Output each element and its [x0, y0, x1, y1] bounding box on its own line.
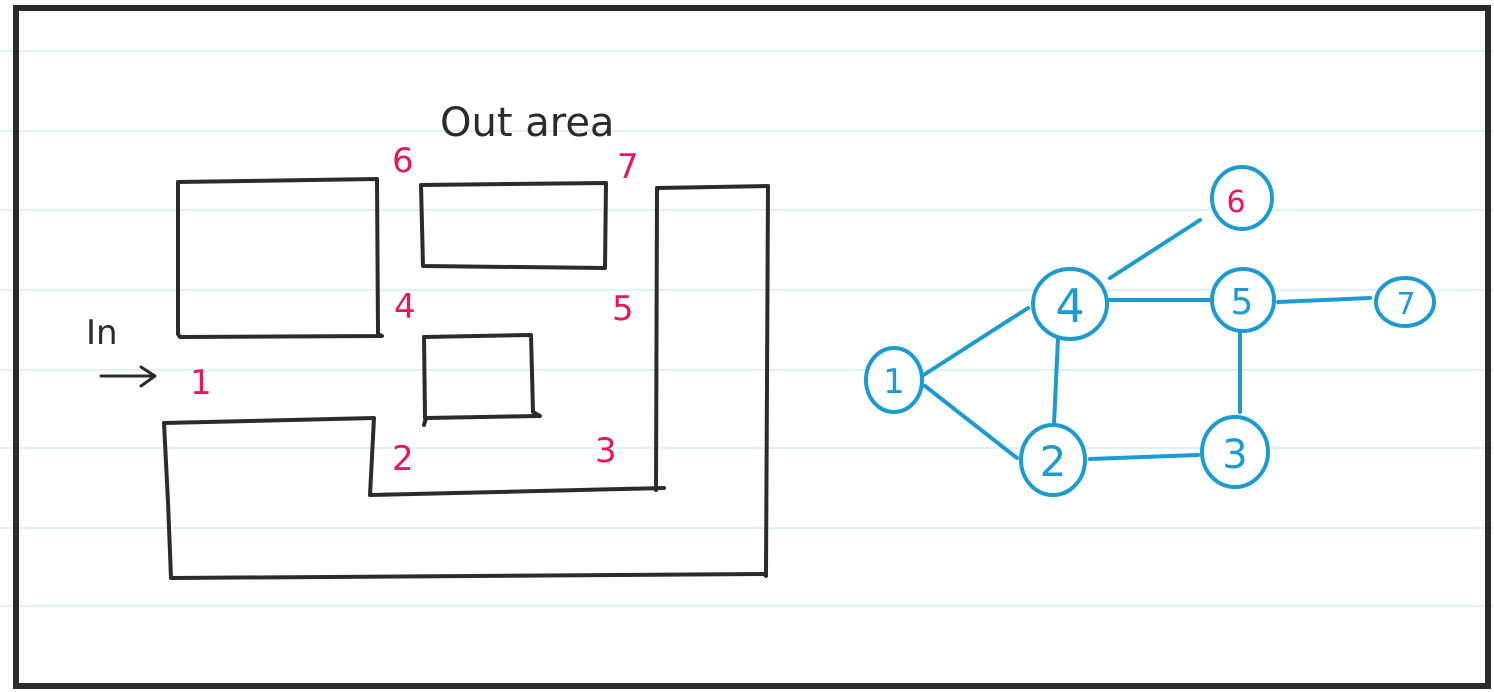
- edge-2-3: [1088, 453, 1200, 461]
- wall-block-inner-left: [422, 335, 427, 420]
- edge-4-6: [1108, 218, 1202, 280]
- edge-1-2: [923, 384, 1019, 460]
- maze-walls: [162, 177, 770, 580]
- graph-node-1-label: 1: [883, 362, 905, 402]
- page-frame: [13, 5, 1491, 689]
- waypoint-6: 6: [392, 141, 414, 181]
- waypoint-4: 4: [394, 287, 416, 327]
- graph-node-6: 6: [1210, 165, 1274, 231]
- wall-block-top-middle: [419, 181, 608, 270]
- graph-node-2-label: 2: [1040, 437, 1067, 486]
- wall-block-right-inner: [654, 186, 659, 492]
- graph-node-3: 3: [1200, 415, 1270, 489]
- graph-node-3-label: 3: [1222, 432, 1247, 478]
- entry-label: In: [86, 313, 118, 353]
- graph-node-4: 4: [1031, 267, 1109, 341]
- wall-block-top-left: [176, 177, 384, 339]
- graph-node-4-label: 4: [1055, 279, 1084, 333]
- edge-5-7: [1276, 296, 1372, 304]
- graph-node-6-label: 6: [1226, 185, 1245, 220]
- graph-edges: [920, 218, 1372, 461]
- maze-title: Out area: [440, 100, 614, 146]
- graph-node-2: 2: [1019, 423, 1087, 497]
- wall-bottom-left: [162, 421, 766, 580]
- graph-node-5: 5: [1210, 267, 1276, 333]
- waypoint-2: 2: [392, 439, 414, 479]
- graph-node-7: 7: [1374, 276, 1436, 328]
- graph-node-7-label: 7: [1396, 287, 1415, 322]
- graph-node-1: 1: [864, 346, 924, 414]
- waypoint-1: 1: [190, 363, 212, 403]
- waypoint-5: 5: [612, 289, 634, 329]
- maze-waypoints: 1 2 3 4 5 6 7: [190, 141, 639, 479]
- ruling-lines: [0, 50, 1494, 607]
- waypoint-3: 3: [595, 431, 617, 471]
- graph-node-5-label: 5: [1231, 282, 1254, 323]
- edge-4-2: [1052, 336, 1060, 426]
- wall-bottom-shape: [162, 416, 666, 497]
- entry-arrow-icon: [99, 365, 157, 388]
- edge-1-4: [920, 306, 1030, 378]
- graph-nodes: 1 4 2 5 3 6 7: [864, 165, 1436, 497]
- waypoint-7: 7: [617, 147, 639, 187]
